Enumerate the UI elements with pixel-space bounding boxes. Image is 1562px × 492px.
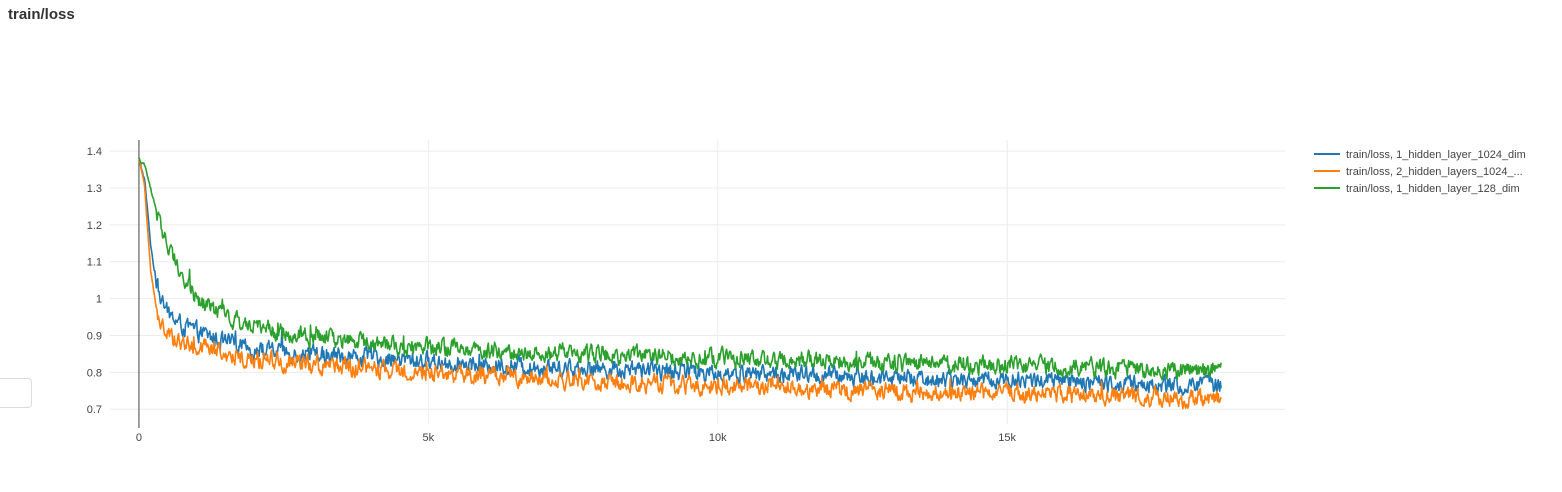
y-tick-label: 0.9 [87,330,102,342]
series-layer [138,157,1222,410]
series-line [138,157,1222,381]
legend-item[interactable]: train/loss, 1_hidden_layer_1024_dim [1314,149,1526,161]
grid-layer [110,140,1285,424]
panel-title: train/loss [8,6,75,23]
axis-layer: 0.7 0.8 0.9 1 1.1 1.2 1.3 1.4 0 5k 10k 15k [87,140,1017,444]
series-line [138,157,1222,410]
y-tick-label: 1.4 [87,146,102,158]
legend-label: train/loss, 1_hidden_layer_1024_dim [1346,149,1526,161]
x-tick-label: 0 [136,432,142,444]
x-tick-label: 5k [423,432,435,444]
y-tick-label: 1 [96,294,102,306]
y-tick-label: 1.1 [87,257,102,269]
side-collapse-box[interactable] [0,378,32,408]
legend-label: train/loss, 1_hidden_layer_128_dim [1346,183,1520,195]
legend[interactable]: train/loss, 1_hidden_layer_1024_dimtrain… [1314,149,1526,195]
y-tick-label: 0.7 [87,404,102,416]
y-tick-label: 1.2 [87,220,102,232]
series-line [138,157,1222,396]
legend-item[interactable]: train/loss, 1_hidden_layer_128_dim [1314,183,1520,195]
y-tick-label: 1.3 [87,183,102,195]
legend-item[interactable]: train/loss, 2_hidden_layers_1024_... [1314,166,1523,178]
x-tick-label: 10k [709,432,727,444]
y-tick-label: 0.8 [87,367,102,379]
x-tick-label: 15k [998,432,1016,444]
legend-label: train/loss, 2_hidden_layers_1024_... [1346,166,1523,178]
